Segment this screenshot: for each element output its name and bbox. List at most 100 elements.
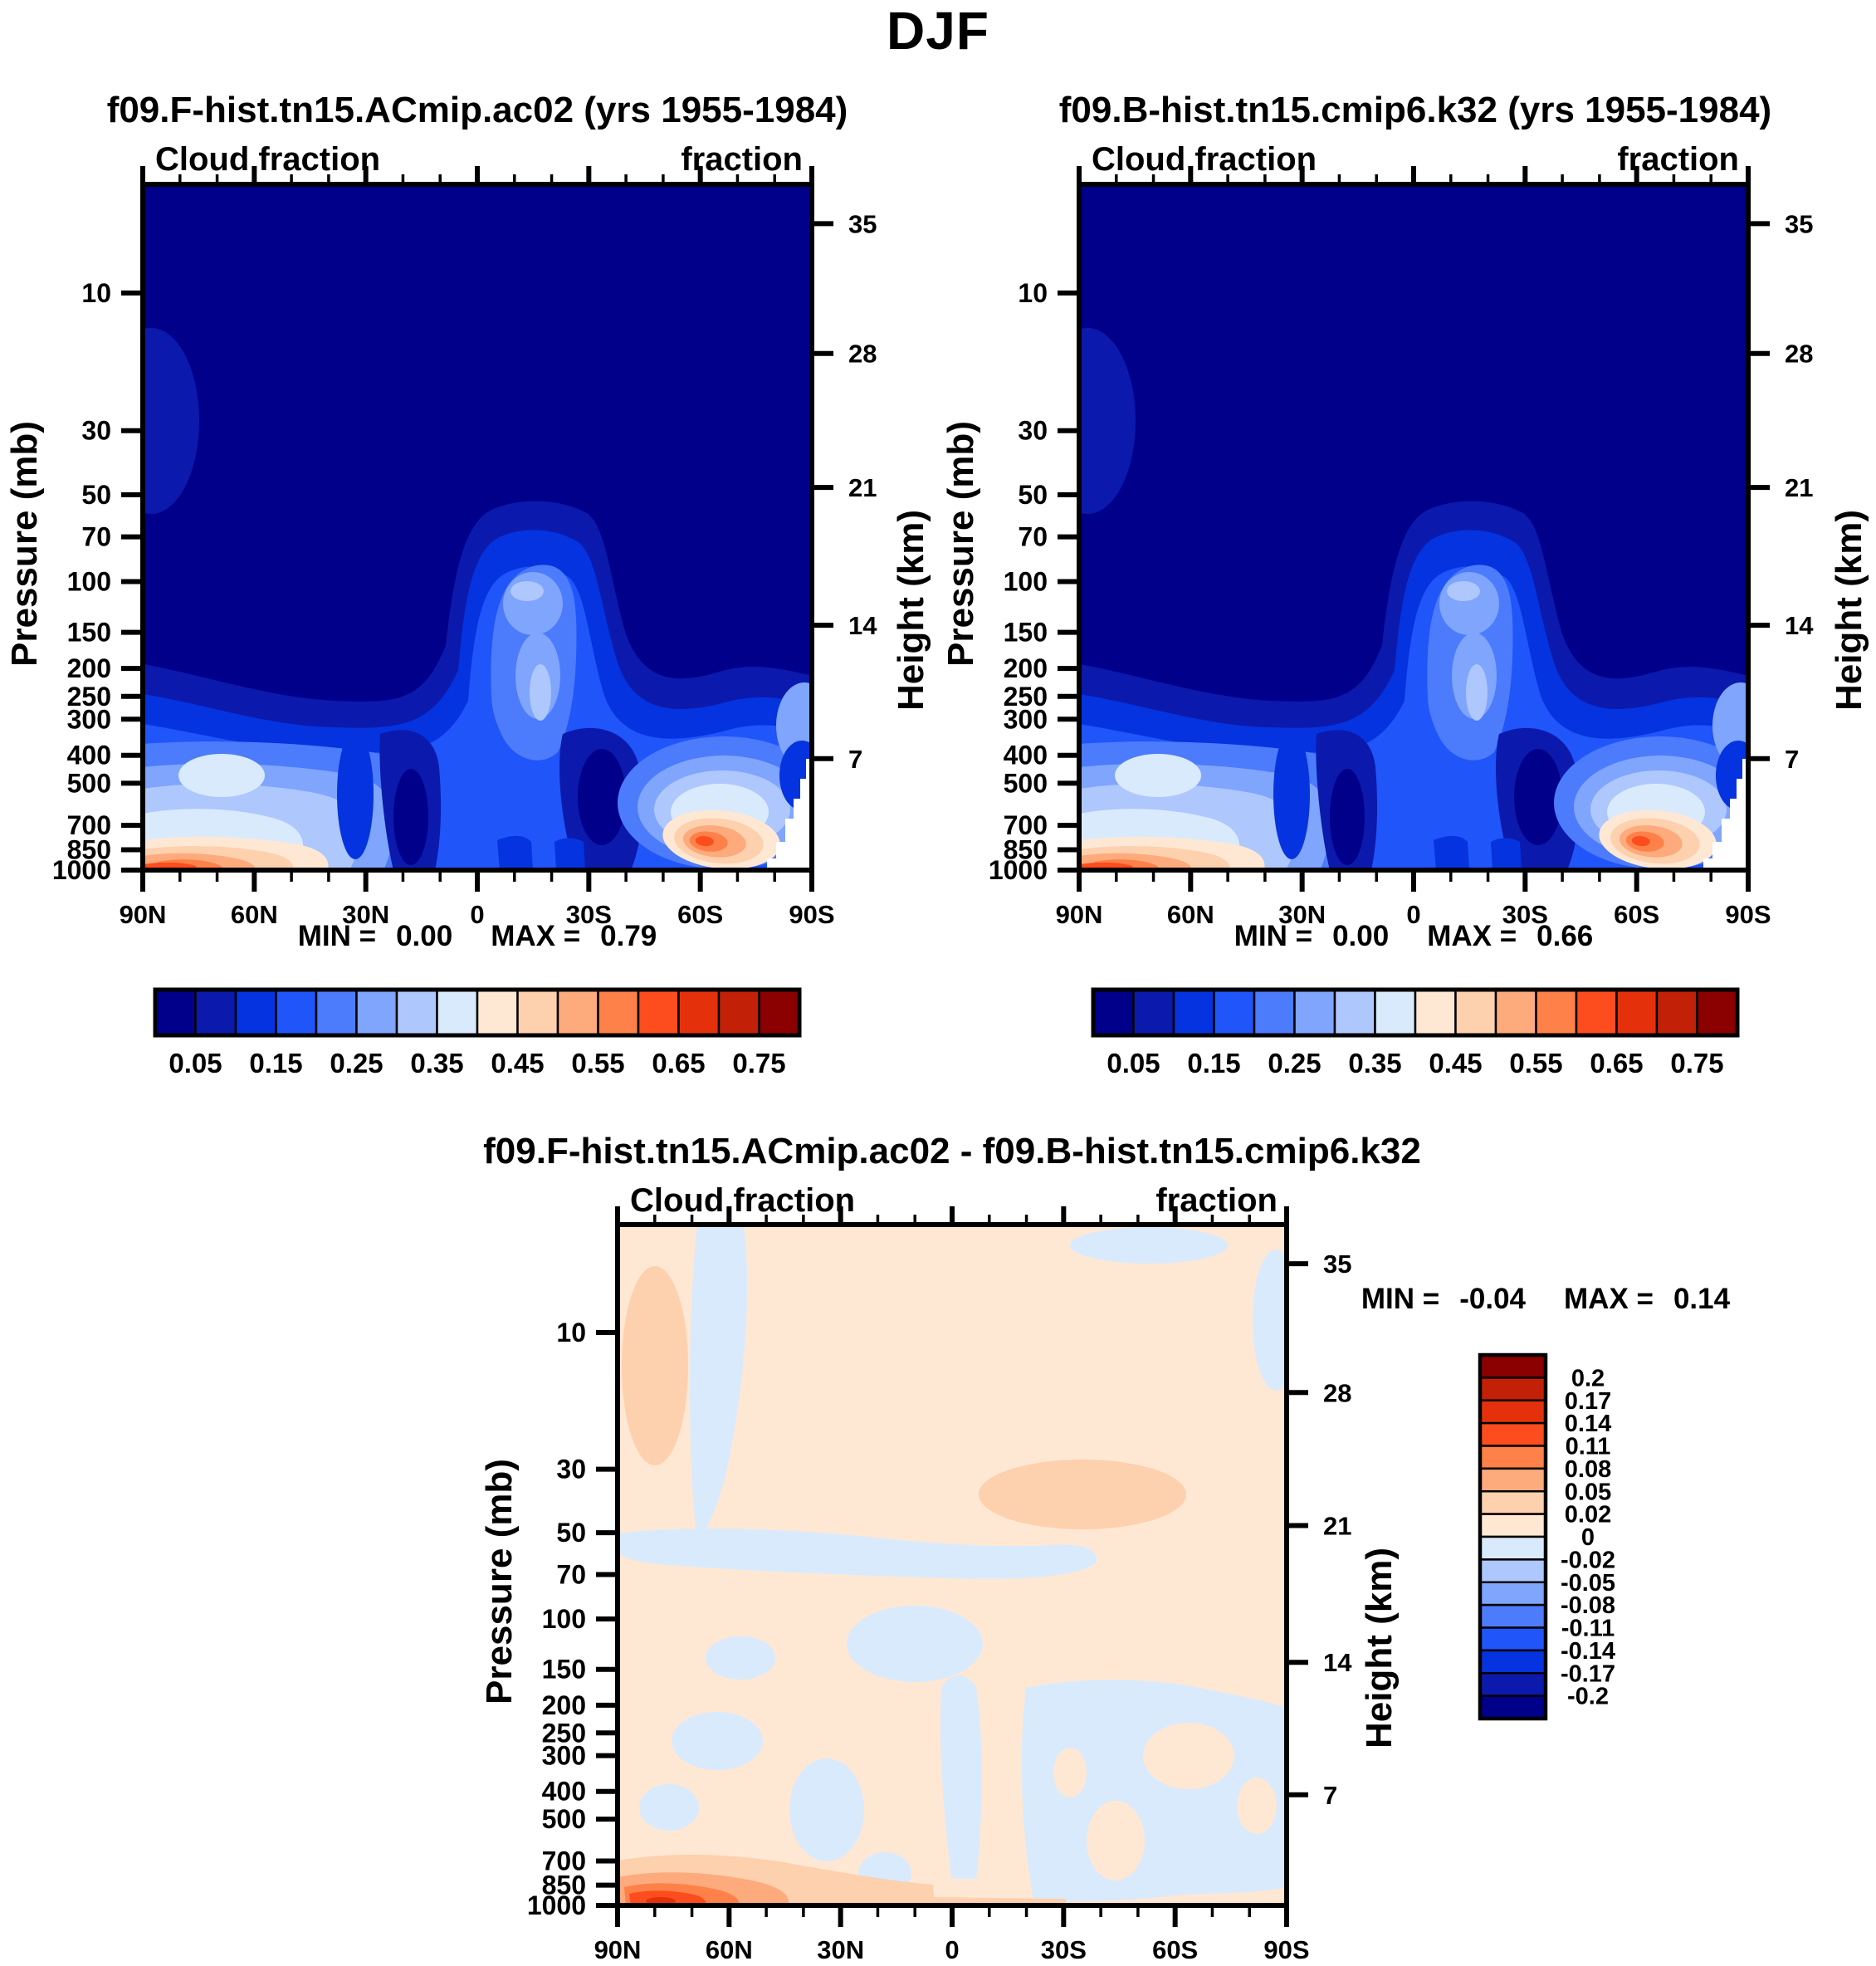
colorbar-cell bbox=[1478, 1399, 1547, 1425]
panel-a-title: f09.F-hist.tn15.ACmip.ac02 (yrs 1955-198… bbox=[106, 90, 848, 130]
pressure-tick-label: 250 bbox=[67, 682, 111, 712]
lat-tick-label: 60N bbox=[231, 900, 278, 929]
panel-b-max-value: 0.66 bbox=[1536, 920, 1594, 952]
diff-colorbar: 0.20.170.140.110.080.050.020-0.02-0.05-0… bbox=[1478, 1352, 1615, 1721]
colorbar-cell bbox=[476, 988, 519, 1037]
panel-b-minmax: MIN = 0.00 MAX = 0.66 bbox=[1079, 920, 1748, 953]
height-tick-label: 7 bbox=[848, 745, 862, 774]
pressure-tick-label: 30 bbox=[81, 416, 111, 446]
panel-b-contours bbox=[1079, 184, 1748, 870]
diff-panel-title: f09.F-hist.tn15.ACmip.ac02 - f09.B-hist.… bbox=[483, 1131, 1421, 1171]
diff-max-label: MAX = bbox=[1564, 1283, 1654, 1315]
colorbar-cell bbox=[1253, 988, 1296, 1037]
colorbar-border bbox=[1478, 1352, 1548, 1721]
colorbar-label: 0.35 bbox=[1348, 1048, 1401, 1078]
panel-a-max-value: 0.79 bbox=[600, 920, 657, 952]
panel-a-contours bbox=[143, 184, 812, 870]
height-tick-label: 28 bbox=[1323, 1378, 1351, 1407]
colorbar-label: 0.45 bbox=[491, 1048, 544, 1078]
colorbar-cell bbox=[194, 988, 237, 1037]
lat-tick-label: 90N bbox=[594, 1935, 642, 1964]
height-tick-label: 14 bbox=[1323, 1648, 1352, 1677]
colorbar-label: 0.55 bbox=[1509, 1048, 1562, 1078]
pressure-tick-label: 100 bbox=[542, 1604, 586, 1634]
pressure-tick-label: 10 bbox=[556, 1318, 586, 1347]
colorbar-cell bbox=[436, 988, 479, 1037]
colorbar-cell bbox=[1478, 1377, 1547, 1401]
panel-b-pressure-axis-label: Pressure (mb) bbox=[940, 421, 981, 667]
pressure-tick-label: 150 bbox=[67, 618, 111, 648]
panel-b-min-label: MIN = bbox=[1234, 920, 1313, 952]
pressure-tick-label: 70 bbox=[81, 522, 111, 552]
colorbar-cell bbox=[1535, 988, 1578, 1037]
colorbar-label: -0.11 bbox=[1561, 1616, 1615, 1642]
colorbar-cell bbox=[1478, 1626, 1547, 1652]
panel-a-height-axis-label: Height (km) bbox=[891, 510, 931, 711]
colorbar-label: 0.11 bbox=[1566, 1434, 1611, 1460]
lat-tick-label: 30S bbox=[1041, 1935, 1087, 1964]
colorbar-label: 0.15 bbox=[249, 1048, 302, 1078]
lat-tick-label: 90N bbox=[1056, 900, 1103, 929]
panel-b-left-axis-caption: Cloud fraction bbox=[1092, 141, 1317, 178]
colorbar-label: 0.08 bbox=[1565, 1456, 1611, 1483]
lat-tick-label: 60S bbox=[1152, 1935, 1198, 1964]
colorbar-label: -0.05 bbox=[1561, 1570, 1615, 1597]
colorbar-cell bbox=[395, 988, 438, 1037]
colorbar-cell bbox=[1333, 988, 1376, 1037]
colorbar-cell bbox=[717, 988, 760, 1037]
colorbar-label: -0.14 bbox=[1561, 1638, 1615, 1665]
pressure-tick-label: 50 bbox=[556, 1518, 586, 1548]
height-tick-label: 21 bbox=[848, 473, 877, 502]
height-tick-label: 21 bbox=[1785, 473, 1813, 502]
colorbar-cell bbox=[1478, 1421, 1547, 1447]
colorbar-label: 0.05 bbox=[169, 1048, 222, 1078]
diff-colorbar-cells: 0.20.170.140.110.080.050.020-0.02-0.05-0… bbox=[1478, 1352, 1615, 1721]
colorbar-cell bbox=[1478, 1695, 1547, 1720]
panel-a-plot: 90N 60N 30N 0 30S 60S 90S103050701001502002503… bbox=[52, 166, 877, 929]
pressure-tick-label: 70 bbox=[556, 1560, 586, 1590]
pressure-tick-label: 300 bbox=[542, 1741, 586, 1771]
diff-minmax: MIN = -0.04 MAX = 0.14 bbox=[1355, 1283, 1737, 1316]
panel-b-title: f09.B-hist.tn15.cmip6.k32 (yrs 1955-1984… bbox=[1058, 90, 1772, 130]
colorbar-border bbox=[1091, 987, 1740, 1038]
axes: 90N 60N 30N 0 30S 60S 90S103050701001502002503… bbox=[52, 166, 877, 929]
pressure-tick-label: 700 bbox=[1004, 810, 1048, 840]
pressure-tick-label: 400 bbox=[1004, 741, 1048, 770]
panel-b-colorbar: 0.05 0.15 0.25 0.35 0.45 0.55 0.65 0.75 bbox=[1091, 987, 1740, 1078]
axes: 90N 60N 30N 0 30S 60S 90S103050701001502002503… bbox=[527, 1206, 1352, 1964]
colorbar-label: 0 bbox=[1581, 1524, 1595, 1551]
pressure-tick-label: 700 bbox=[67, 810, 111, 840]
colorbar-cell bbox=[1478, 1490, 1547, 1515]
pressure-tick-label: 250 bbox=[1004, 682, 1048, 712]
colorbar-cell bbox=[1478, 1535, 1547, 1561]
colorbar-cell bbox=[1478, 1445, 1547, 1470]
height-tick-label: 28 bbox=[1785, 340, 1813, 369]
colorbar-cell bbox=[637, 988, 680, 1037]
colorbar-cell bbox=[556, 988, 599, 1037]
colorbar-cell bbox=[275, 988, 318, 1037]
pressure-tick-label: 700 bbox=[542, 1846, 586, 1876]
colorbar-label: 0.2 bbox=[1571, 1365, 1605, 1391]
colorbar-label: 0.35 bbox=[410, 1048, 463, 1078]
panel-a-minmax: MIN = 0.00 MAX = 0.79 bbox=[143, 920, 812, 953]
panel-a-pressure-axis-label: Pressure (mb) bbox=[4, 421, 45, 667]
pressure-tick-label: 500 bbox=[67, 768, 111, 798]
panel-a-max-label: MAX = bbox=[491, 920, 581, 952]
colorbar-label: 0.15 bbox=[1187, 1048, 1240, 1078]
pressure-tick-label: 150 bbox=[542, 1655, 586, 1685]
pressure-tick-label: 850 bbox=[542, 1871, 586, 1900]
colorbar-label: 0.14 bbox=[1565, 1411, 1611, 1437]
panel-b-max-label: MAX = bbox=[1427, 920, 1517, 952]
height-tick-label: 35 bbox=[1785, 209, 1813, 238]
colorbar-cell bbox=[1172, 988, 1215, 1037]
pressure-tick-label: 100 bbox=[67, 566, 111, 596]
colorbar-label: -0.17 bbox=[1561, 1660, 1615, 1687]
colorbar-label: 0.05 bbox=[1107, 1048, 1160, 1078]
colorbar-cell bbox=[1696, 988, 1739, 1037]
height-tick-label: 7 bbox=[1785, 745, 1799, 774]
pressure-tick-label: 400 bbox=[67, 741, 111, 770]
colorbar-cell bbox=[154, 988, 197, 1037]
height-tick-label: 21 bbox=[1323, 1511, 1351, 1540]
lat-tick-label: 0 bbox=[945, 1935, 959, 1964]
colorbar-label: 0.02 bbox=[1565, 1502, 1611, 1528]
